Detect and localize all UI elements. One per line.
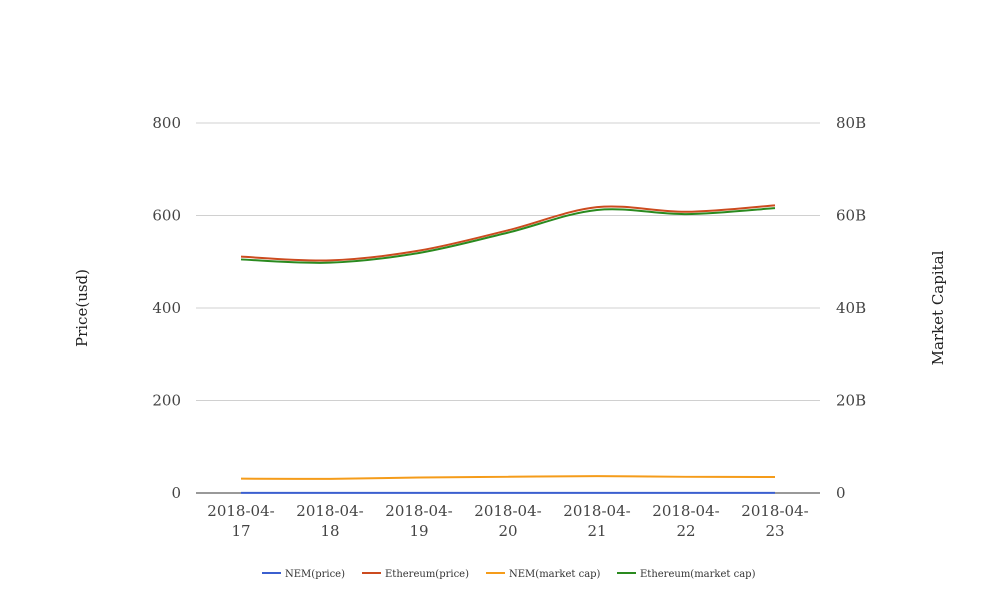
- legend-label-ethereum-market-cap: Ethereum(market cap): [640, 569, 756, 580]
- series-line-nem-market-cap: [240, 475, 776, 480]
- x-tick-label: 2018-04-21: [563, 502, 630, 540]
- y-axis-left: 0 200 400 600 800: [152, 114, 181, 502]
- y-right-tick-label: 20B: [836, 392, 866, 410]
- legend-label-nem-market-cap: NEM(market cap): [509, 569, 601, 580]
- series-line-ethereum-market-cap: [240, 207, 776, 264]
- x-tick-label: 2018-04-19: [385, 502, 452, 540]
- y-axis-left-title: Price(usd): [73, 269, 91, 347]
- gridlines: [196, 122, 820, 494]
- y-right-tick-label: 0: [836, 484, 846, 502]
- legend-label-ethereum-price: Ethereum(price): [385, 569, 469, 580]
- y-axis-right-title: Market Capital: [929, 250, 947, 365]
- y-left-tick-label: 400: [152, 299, 181, 317]
- legend: NEM(price) Ethereum(price) NEM(market cap)…: [262, 569, 756, 580]
- legend-label-nem-price: NEM(price): [285, 569, 345, 580]
- x-tick-label: 2018-04-22: [652, 502, 719, 540]
- x-tick-label: 2018-04-18: [296, 502, 363, 540]
- y-left-tick-label: 0: [171, 484, 181, 502]
- y-left-tick-label: 600: [152, 207, 181, 225]
- y-right-tick-label: 40B: [836, 299, 866, 317]
- series-lines: [240, 204, 776, 494]
- y-right-tick-label: 80B: [836, 114, 866, 132]
- series-line-ethereum-price: [240, 204, 776, 262]
- y-left-tick-label: 200: [152, 392, 181, 410]
- x-axis: 2018-04-17 2018-04-18 2018-04-19 2018-04-20…: [207, 502, 808, 540]
- y-axis-right: 0 20B 40B 60B 80B: [836, 114, 866, 502]
- x-tick-label: 2018-04-17: [207, 502, 274, 540]
- x-tick-label: 2018-04-23: [741, 502, 808, 540]
- y-left-tick-label: 800: [152, 114, 181, 132]
- y-right-tick-label: 60B: [836, 207, 866, 225]
- x-tick-label: 2018-04-20: [474, 502, 541, 540]
